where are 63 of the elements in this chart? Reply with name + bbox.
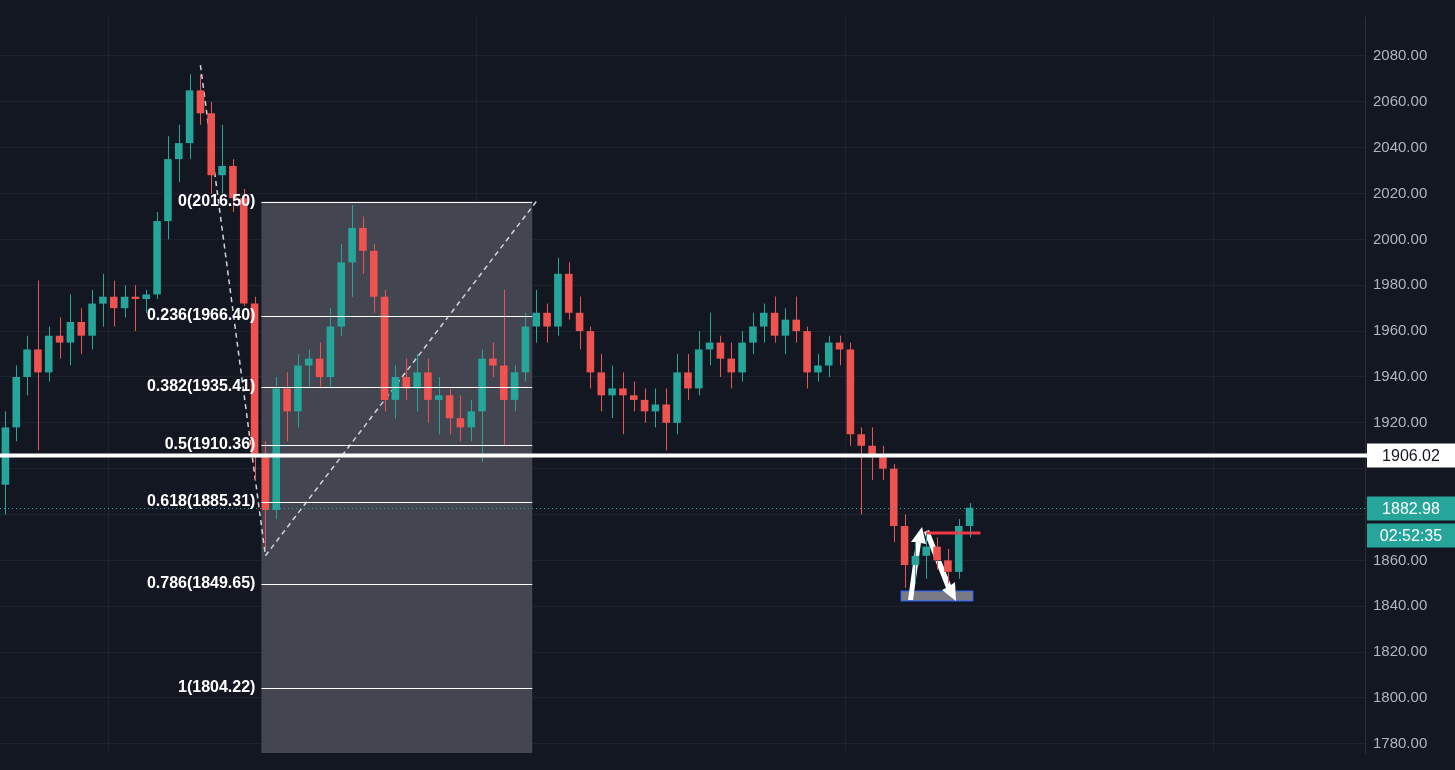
candlestick: [619, 371, 627, 435]
candlestick: [597, 353, 606, 412]
candlestick: [824, 335, 833, 378]
candlestick: [434, 376, 443, 435]
candlestick: [662, 387, 671, 451]
candlestick: [749, 312, 757, 355]
candlestick: [77, 307, 86, 355]
candlestick: [489, 342, 497, 378]
candlestick: [218, 124, 226, 195]
y-tick-label: 1780.00: [1373, 733, 1428, 751]
y-tick-label: 1860.00: [1373, 550, 1428, 568]
y-tick-label: 1960.00: [1373, 321, 1428, 339]
candlestick: [857, 426, 866, 516]
candlestick: [673, 353, 681, 435]
y-tick-label: 2000.00: [1373, 229, 1428, 247]
candlestick: [23, 335, 31, 396]
ref-line-label: 0.618(1885.31): [146, 491, 256, 509]
candlestick: [283, 371, 291, 442]
y-tick-label: 1940.00: [1373, 367, 1428, 385]
candlestick: [467, 399, 476, 442]
candlestick: [694, 330, 703, 396]
y-tick-label: 1920.00: [1373, 412, 1428, 430]
candlestick: [164, 135, 172, 240]
text: 02:52:35: [1379, 526, 1443, 544]
y-tick-label: 2020.00: [1373, 183, 1428, 201]
candlestick: [34, 280, 42, 451]
candlestick: [359, 215, 367, 275]
candlestick: [88, 289, 96, 350]
candlestick: [44, 326, 53, 383]
candlestick: [759, 303, 768, 344]
candlestick: [543, 303, 551, 344]
candlestick: [608, 365, 616, 419]
candlestick: [564, 261, 573, 321]
candlestick: [922, 532, 931, 580]
candlestick: [337, 243, 346, 337]
candlestick: [12, 365, 21, 442]
y-tick-label: 1980.00: [1373, 275, 1428, 293]
y-tick-label: 1820.00: [1373, 642, 1428, 660]
candlestick: [684, 353, 692, 401]
candlestick: [629, 381, 638, 412]
candlestick: [348, 204, 356, 298]
y-tick-label: 1800.00: [1373, 688, 1428, 706]
candlestick: [803, 326, 811, 389]
candlestick: [889, 463, 898, 543]
candlestick: [532, 289, 541, 344]
y-tick-label: 1840.00: [1373, 596, 1428, 614]
candlestick: [207, 101, 216, 195]
y-tick-label: 2040.00: [1373, 137, 1428, 155]
candlestick: [99, 273, 107, 328]
candlestick: [554, 257, 562, 337]
ref-line-label: 1906.02: [1382, 446, 1441, 464]
candlestick: [174, 124, 183, 183]
y-tick-label: 2080.00: [1373, 46, 1428, 64]
candlestick: [369, 243, 378, 314]
candlestick: [153, 211, 161, 300]
ref-line-label: 1882.98: [1382, 499, 1441, 517]
candlestick: [424, 358, 432, 424]
ref-line-label: 1(1804.22): [178, 677, 256, 695]
y-tick-label: 2060.00: [1373, 91, 1428, 109]
candlestick: [304, 348, 313, 389]
candlestick: [944, 548, 952, 584]
candlestick: [738, 330, 746, 383]
ref-line-label: 0.786(1849.65): [146, 573, 256, 591]
